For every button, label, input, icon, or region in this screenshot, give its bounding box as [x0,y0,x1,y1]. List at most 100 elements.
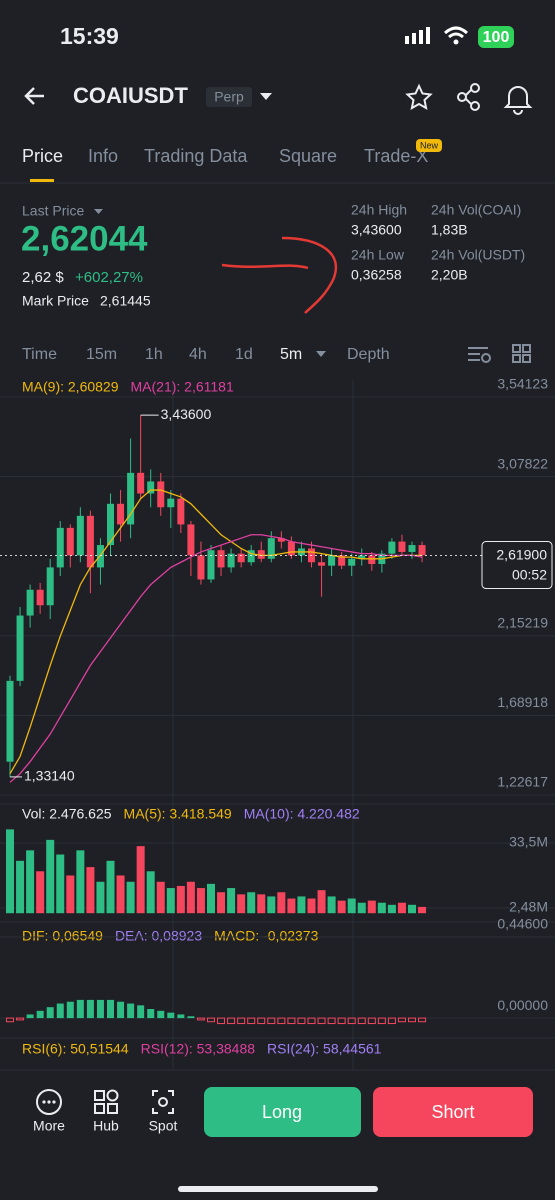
favorite-button[interactable] [405,83,433,110]
macd-bar [107,999,114,1019]
macd-bar [127,1003,135,1019]
stat-value: 3,43600 [351,222,402,238]
hub-icon[interactable] [94,1089,119,1114]
macd-bar [177,1014,185,1019]
candle-body [36,589,44,606]
candle-body [368,555,376,564]
volume-bar [207,883,215,914]
nav-more[interactable]: More [33,1118,65,1134]
indicator-legend: MACD: -0,02373 [214,928,318,944]
chart-settings[interactable] [468,344,531,363]
tab[interactable]: Price [22,146,63,166]
stat-value: 0,36258 [351,267,402,283]
candle-body [217,550,225,568]
countdown: 00:52 [512,566,547,582]
stat-value: 2,20B [431,267,468,283]
volume-bar [267,896,276,914]
candle-body [267,538,275,559]
nav-spot[interactable]: Spot [149,1118,178,1134]
volume-bar [136,846,145,914]
macd-bar [237,1017,246,1025]
candle-body [287,541,295,556]
candle-body [16,615,24,681]
candle-body [318,562,326,566]
macd-bar [6,1017,14,1023]
volume-bar [6,829,14,914]
macd-bar [16,1017,25,1021]
interval[interactable]: 4h [189,346,207,363]
tab[interactable]: Square [279,146,337,166]
candle-body [66,527,74,556]
volume-bar [357,902,366,914]
tab[interactable]: Trading Data [144,146,248,166]
back-button[interactable] [24,87,44,105]
volume-bar [387,904,396,914]
macd-bar [56,1003,64,1019]
volume-bar [307,898,316,914]
y-tick-label: 3,07822 [497,455,548,471]
candle-body [56,527,64,568]
long-button[interactable] [204,1087,361,1137]
y-tick-label: 2,15219 [497,615,548,631]
interval[interactable]: 1d [235,346,253,363]
interval[interactable]: Time [22,346,57,363]
price-change: +602,27% [75,269,143,286]
volume-bar [56,854,65,914]
candle-body [408,545,416,552]
ma-line [9,534,423,783]
symbol[interactable]: COAIUSDT [73,83,188,108]
stat-label: 24h Low [351,247,405,263]
mark-price-label: Mark Price [22,293,89,309]
tab[interactable]: Trade-X [364,146,428,166]
short-label[interactable]: Short [431,1102,474,1122]
mark-price: 2,61445 [100,293,151,309]
interval[interactable]: 15m [86,346,117,363]
indicator-legend: MA(10): 4.220.482 [244,806,360,822]
max-label: 3,43600 [161,406,212,422]
macd-bar [86,999,94,1019]
volume-bar [196,888,205,914]
candle-body [277,538,285,542]
candle-body [348,558,356,566]
more-icon[interactable] [36,1089,62,1115]
tab-indicator [30,179,54,182]
min-label: 1,33140 [24,768,75,784]
macd-bar [287,1017,296,1025]
indicator-legend: RSI(12): 53,38488 [141,1041,256,1057]
macd-bar [277,1017,286,1025]
share-button[interactable] [457,83,480,111]
macd-bar [46,1007,54,1019]
interval[interactable]: 5m [280,346,302,363]
candle-body [6,680,14,762]
alert-button[interactable] [503,86,533,115]
short-button[interactable] [373,1087,533,1137]
volume-bar [247,892,256,914]
last-price-tag: 2,61900 [496,546,547,562]
macd-bar [76,999,84,1019]
volume-bar [418,906,427,914]
ma-legend: MA(21): 2,61181 [131,379,234,395]
home-indicator [178,1186,378,1192]
macd-bar [307,1017,316,1025]
macd-bar [207,1017,215,1023]
symbol-dropdown[interactable] [260,93,272,100]
candle-body [338,555,346,566]
candle-body [328,555,336,566]
interval[interactable]: 1h [145,346,163,363]
spot-icon[interactable] [152,1090,174,1114]
volume-bar [347,898,356,914]
tab[interactable]: Info [88,146,118,166]
ma-line [9,489,423,775]
candle-body [388,541,396,554]
candle-body [227,553,235,568]
macd-bar [167,1012,175,1019]
nav-hub[interactable]: Hub [93,1118,119,1134]
candle-body [177,498,185,525]
interval[interactable]: Depth [347,346,390,363]
candle-body [418,545,426,556]
candle-body [207,550,215,580]
indicator-legend: DEA: 0,08923 [115,928,202,944]
long-label[interactable]: Long [262,1102,302,1122]
interval-dropdown[interactable] [316,351,326,357]
